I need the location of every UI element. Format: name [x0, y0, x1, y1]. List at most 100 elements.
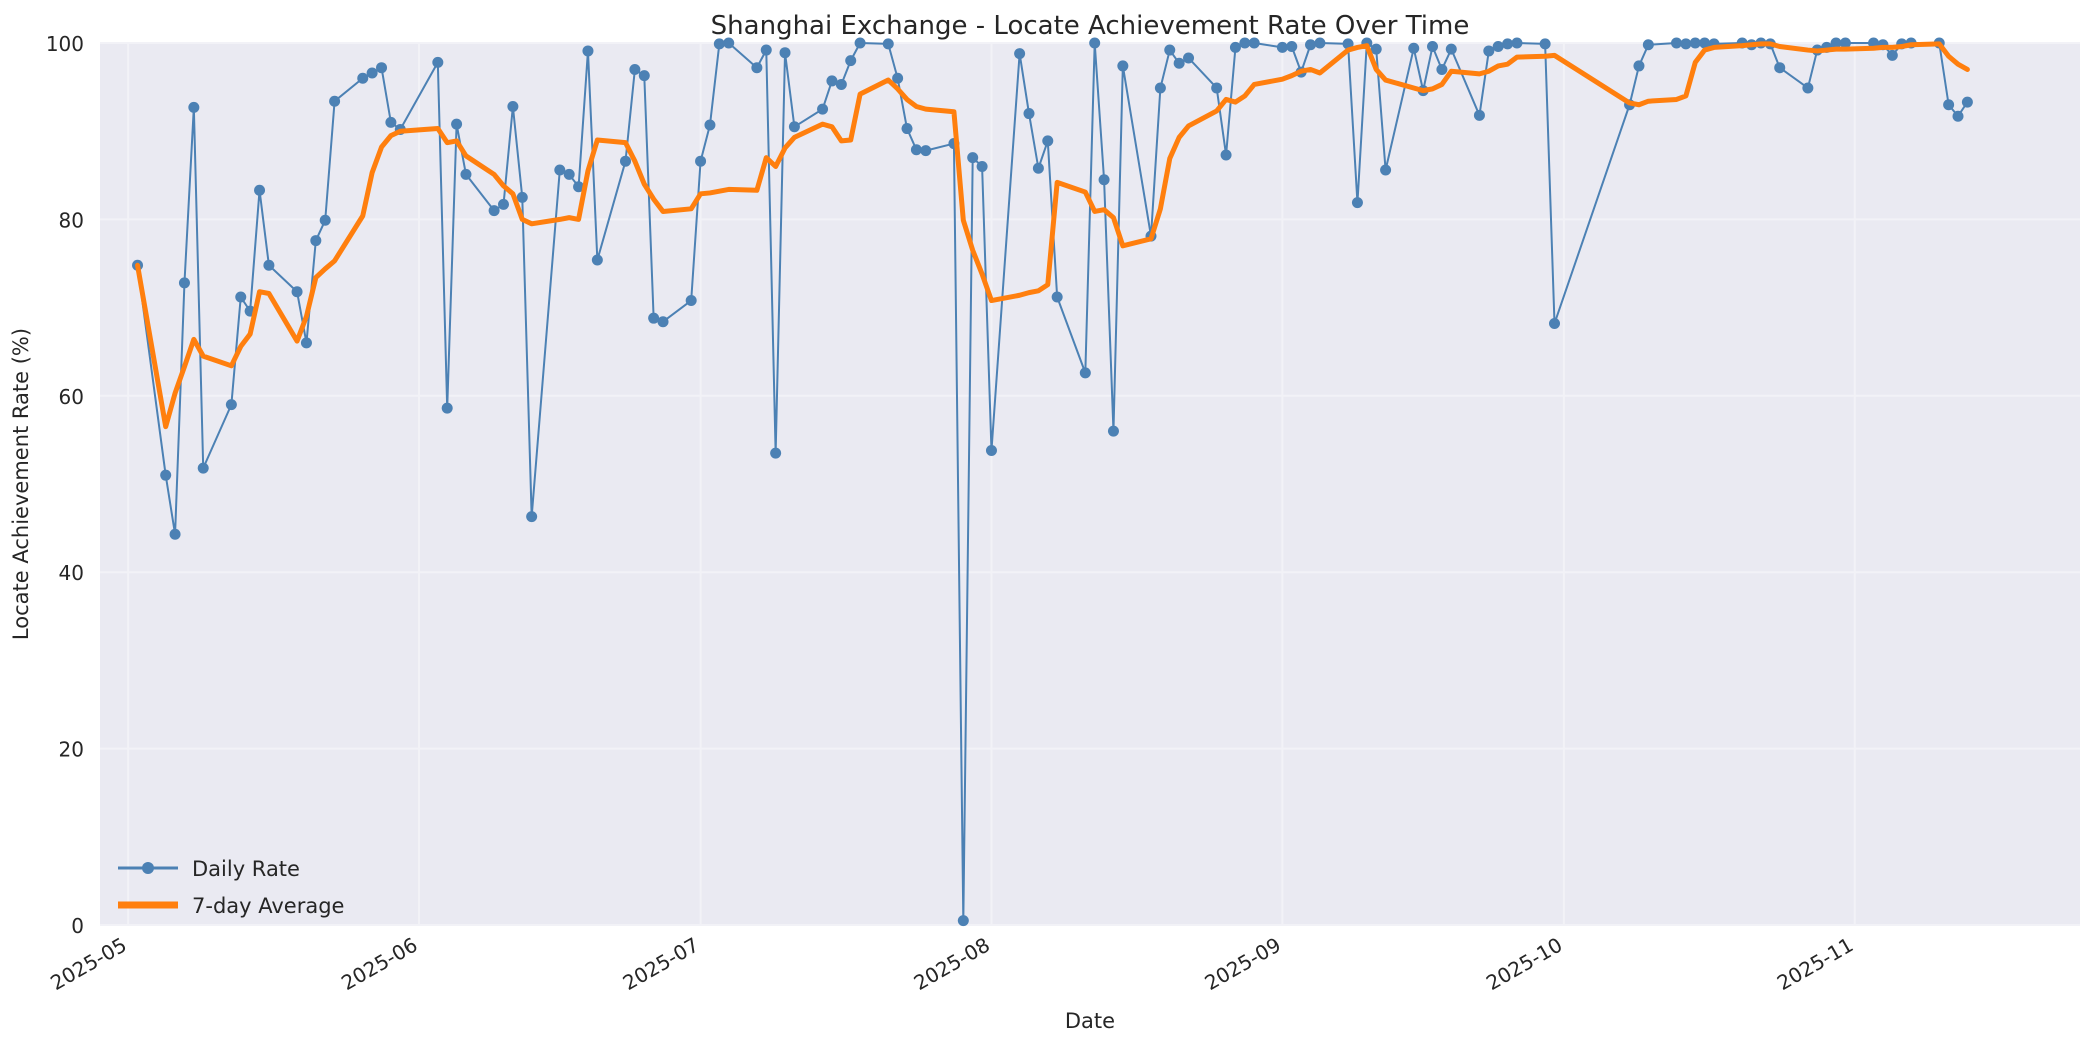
data-point-marker — [516, 191, 528, 203]
data-point-marker — [1492, 41, 1504, 53]
data-point-marker — [901, 123, 913, 135]
data-point-marker — [1032, 162, 1044, 174]
chart-legend: Daily Rate 7-day Average — [118, 857, 344, 918]
data-point-marker — [1164, 44, 1176, 56]
data-point-marker — [657, 316, 669, 328]
data-point-marker — [1314, 37, 1326, 49]
data-point-marker — [1370, 43, 1382, 55]
data-point-marker — [1483, 45, 1495, 57]
data-point-marker — [1408, 42, 1420, 54]
data-point-marker — [920, 145, 932, 157]
data-point-marker — [357, 72, 369, 84]
data-point-marker — [1229, 41, 1241, 53]
data-point-marker — [1220, 149, 1232, 161]
data-point-marker — [460, 168, 472, 180]
data-point-marker — [1680, 38, 1692, 50]
data-point-marker — [385, 116, 397, 128]
data-point-marker — [1117, 60, 1129, 72]
data-point-marker — [432, 56, 444, 68]
data-point-marker — [1427, 41, 1439, 53]
data-point-marker — [638, 70, 650, 82]
data-point-marker — [704, 119, 716, 131]
data-point-marker — [225, 399, 237, 411]
data-point-marker — [1473, 109, 1485, 121]
data-point-marker — [291, 286, 303, 298]
legend-marker-daily-rate — [142, 862, 154, 874]
data-point-marker — [591, 254, 603, 266]
data-point-marker — [376, 62, 388, 74]
data-point-marker — [1445, 43, 1457, 55]
data-point-marker — [1211, 82, 1223, 94]
data-point-marker — [1642, 39, 1654, 51]
data-point-marker — [1774, 62, 1786, 74]
data-point-marker — [723, 37, 735, 49]
data-point-marker — [957, 915, 969, 927]
y-axis-label: Locate Achievement Rate (%) — [9, 328, 33, 640]
data-point-marker — [1079, 367, 1091, 379]
data-point-marker — [1839, 37, 1851, 49]
data-point-marker — [1239, 37, 1251, 49]
data-point-marker — [1089, 37, 1101, 49]
data-point-marker — [1248, 37, 1260, 49]
series-line — [135, 41, 1970, 430]
data-point-marker — [854, 37, 866, 49]
legend-label-daily-rate: Daily Rate — [192, 857, 300, 881]
data-point-marker — [826, 75, 838, 87]
data-point-marker — [967, 152, 979, 164]
data-point-marker — [1023, 108, 1035, 120]
gridlines — [100, 42, 2080, 926]
data-point-marker — [985, 444, 997, 456]
legend-label-seven-day-average: 7-day Average — [192, 894, 344, 918]
data-point-marker — [1699, 37, 1711, 49]
data-point-marker — [319, 214, 331, 226]
data-point-marker — [526, 511, 538, 523]
data-point-marker — [451, 118, 463, 130]
data-point-marker — [760, 44, 772, 56]
data-point-marker — [329, 95, 341, 107]
data-point-marker — [441, 402, 453, 414]
data-point-marker — [1539, 38, 1551, 50]
data-point-marker — [1107, 425, 1119, 437]
data-point-marker — [488, 205, 500, 217]
data-point-marker — [1802, 82, 1814, 94]
data-point-marker — [1014, 48, 1026, 60]
data-point-marker — [1633, 60, 1645, 72]
data-point-marker — [751, 62, 763, 74]
data-point-marker — [713, 38, 725, 50]
data-point-marker — [169, 528, 181, 540]
data-point-marker — [507, 101, 519, 112]
data-point-marker — [1305, 39, 1317, 51]
data-point-marker — [1943, 99, 1955, 111]
data-point-marker — [1154, 82, 1166, 94]
data-point-marker — [817, 103, 829, 115]
data-point-marker — [910, 144, 922, 156]
data-point-marker — [178, 277, 190, 289]
data-point-marker — [1549, 317, 1560, 329]
data-point-marker — [254, 184, 266, 196]
data-point-marker — [300, 337, 312, 349]
data-point-marker — [892, 72, 904, 84]
y-tick-label: 0 — [71, 914, 84, 938]
data-point-marker — [1342, 38, 1354, 50]
data-point-marker — [188, 101, 200, 113]
data-point-marker — [1173, 57, 1185, 69]
data-point-marker — [976, 160, 988, 172]
data-point-marker — [1952, 110, 1964, 122]
data-point-marker — [1670, 37, 1682, 49]
data-point-marker — [1183, 52, 1195, 64]
chart-title: Shanghai Exchange - Locate Achievement R… — [711, 11, 1470, 41]
data-point-marker — [310, 235, 322, 247]
data-point-marker — [1502, 38, 1514, 50]
data-series-layer — [132, 37, 1973, 927]
data-point-marker — [788, 121, 800, 133]
data-point-marker — [1436, 63, 1448, 75]
data-point-marker — [1961, 96, 1973, 108]
data-point-marker — [685, 295, 697, 307]
data-point-marker — [554, 164, 566, 176]
data-point-marker — [498, 198, 510, 210]
x-axis-label: Date — [1065, 1009, 1115, 1033]
data-point-marker — [835, 78, 847, 90]
data-point-marker — [197, 462, 209, 474]
